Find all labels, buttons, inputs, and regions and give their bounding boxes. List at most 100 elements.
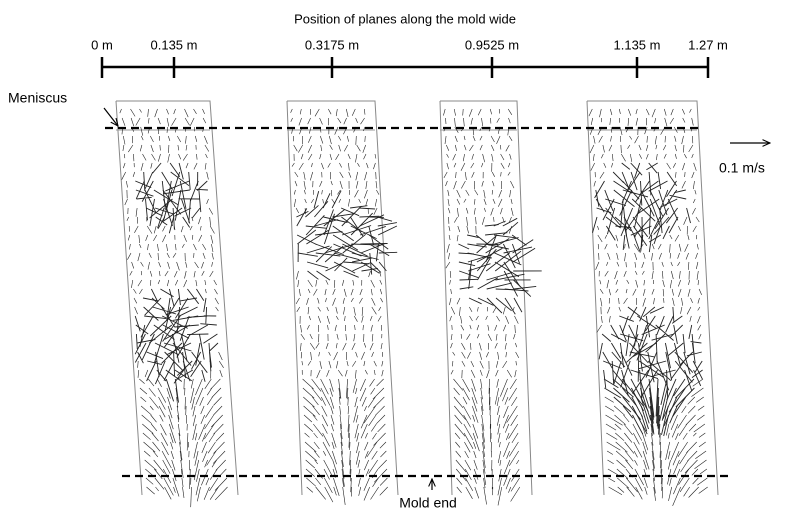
- vector: [606, 432, 618, 440]
- vector: [205, 288, 207, 294]
- vector: [371, 306, 377, 315]
- vector: [324, 288, 327, 296]
- vector: [174, 189, 182, 221]
- vector: [639, 306, 647, 322]
- vector: [611, 162, 613, 168]
- vector: [697, 405, 705, 411]
- vector: [169, 162, 181, 177]
- vector: [503, 441, 510, 457]
- vector: [310, 171, 313, 181]
- vector: [339, 405, 341, 415]
- vector: [347, 396, 349, 406]
- vector: [155, 351, 160, 377]
- vector: [150, 288, 159, 302]
- vector: [696, 234, 698, 240]
- vector: [330, 414, 335, 425]
- vector: [130, 117, 135, 127]
- vector: [304, 432, 310, 438]
- vector: [650, 423, 653, 437]
- vector: [180, 459, 184, 478]
- vector: [651, 243, 655, 250]
- vector: [170, 171, 190, 187]
- vector: [153, 225, 157, 234]
- vector: [162, 189, 182, 215]
- vector: [609, 117, 611, 125]
- vector: [214, 288, 218, 295]
- vector: [168, 216, 175, 234]
- vector: [673, 459, 680, 475]
- vector: [140, 261, 144, 267]
- vector: [145, 477, 154, 485]
- vector: [305, 459, 315, 469]
- vector: [214, 486, 228, 501]
- vector: [122, 144, 125, 151]
- vector: [500, 144, 502, 150]
- vector: [184, 117, 190, 126]
- vector: [616, 261, 620, 267]
- vector: [350, 297, 354, 302]
- vector: [204, 135, 208, 144]
- vector: [479, 360, 484, 369]
- vector: [363, 405, 376, 424]
- vector: [314, 201, 329, 218]
- vector: [490, 135, 495, 143]
- vector: [366, 441, 378, 458]
- vector: [604, 387, 621, 399]
- vector: [673, 324, 678, 344]
- vector: [209, 486, 219, 500]
- vector: [502, 387, 508, 402]
- vector: [163, 477, 174, 496]
- vector: [143, 441, 156, 453]
- vector: [694, 360, 703, 373]
- vector: [673, 126, 678, 133]
- vector: [502, 217, 518, 227]
- vector: [143, 306, 159, 321]
- vector: [465, 189, 470, 196]
- vector: [326, 306, 329, 312]
- vector: [651, 432, 654, 446]
- vector: [508, 387, 517, 401]
- vector: [449, 279, 451, 285]
- vector: [148, 378, 155, 387]
- vector: [696, 261, 699, 270]
- vector: [635, 279, 638, 288]
- vector: [375, 243, 379, 262]
- vector: [481, 162, 484, 168]
- vector: [678, 243, 682, 252]
- vector: [380, 297, 383, 303]
- vector: [598, 342, 603, 360]
- vector: [123, 162, 126, 169]
- vector: [211, 387, 222, 398]
- vector: [486, 282, 512, 290]
- vector: [324, 243, 354, 254]
- vector: [490, 207, 494, 216]
- vector: [691, 153, 694, 159]
- vector: [351, 108, 356, 116]
- vector: [623, 270, 627, 277]
- vector: [353, 306, 356, 316]
- vector: [689, 315, 692, 322]
- vector: [375, 405, 385, 416]
- vector: [365, 468, 370, 477]
- vector: [303, 414, 313, 423]
- vector: [471, 378, 476, 392]
- vector-panel: [439, 100, 542, 506]
- vector: [630, 153, 633, 162]
- vector: [639, 378, 650, 409]
- vector: [303, 405, 316, 417]
- vector: [504, 396, 509, 405]
- vector: [377, 222, 397, 227]
- vector: [324, 477, 333, 494]
- vector: [201, 261, 204, 269]
- vector: [605, 414, 623, 426]
- vector: [619, 315, 634, 322]
- vector: [204, 423, 215, 440]
- vector: [472, 432, 480, 452]
- vector: [596, 324, 602, 333]
- vector: [511, 234, 527, 246]
- vector: [157, 252, 159, 261]
- vector: [365, 198, 368, 206]
- vector-panel: [586, 100, 719, 507]
- vector: [474, 189, 479, 196]
- vector: [128, 144, 134, 153]
